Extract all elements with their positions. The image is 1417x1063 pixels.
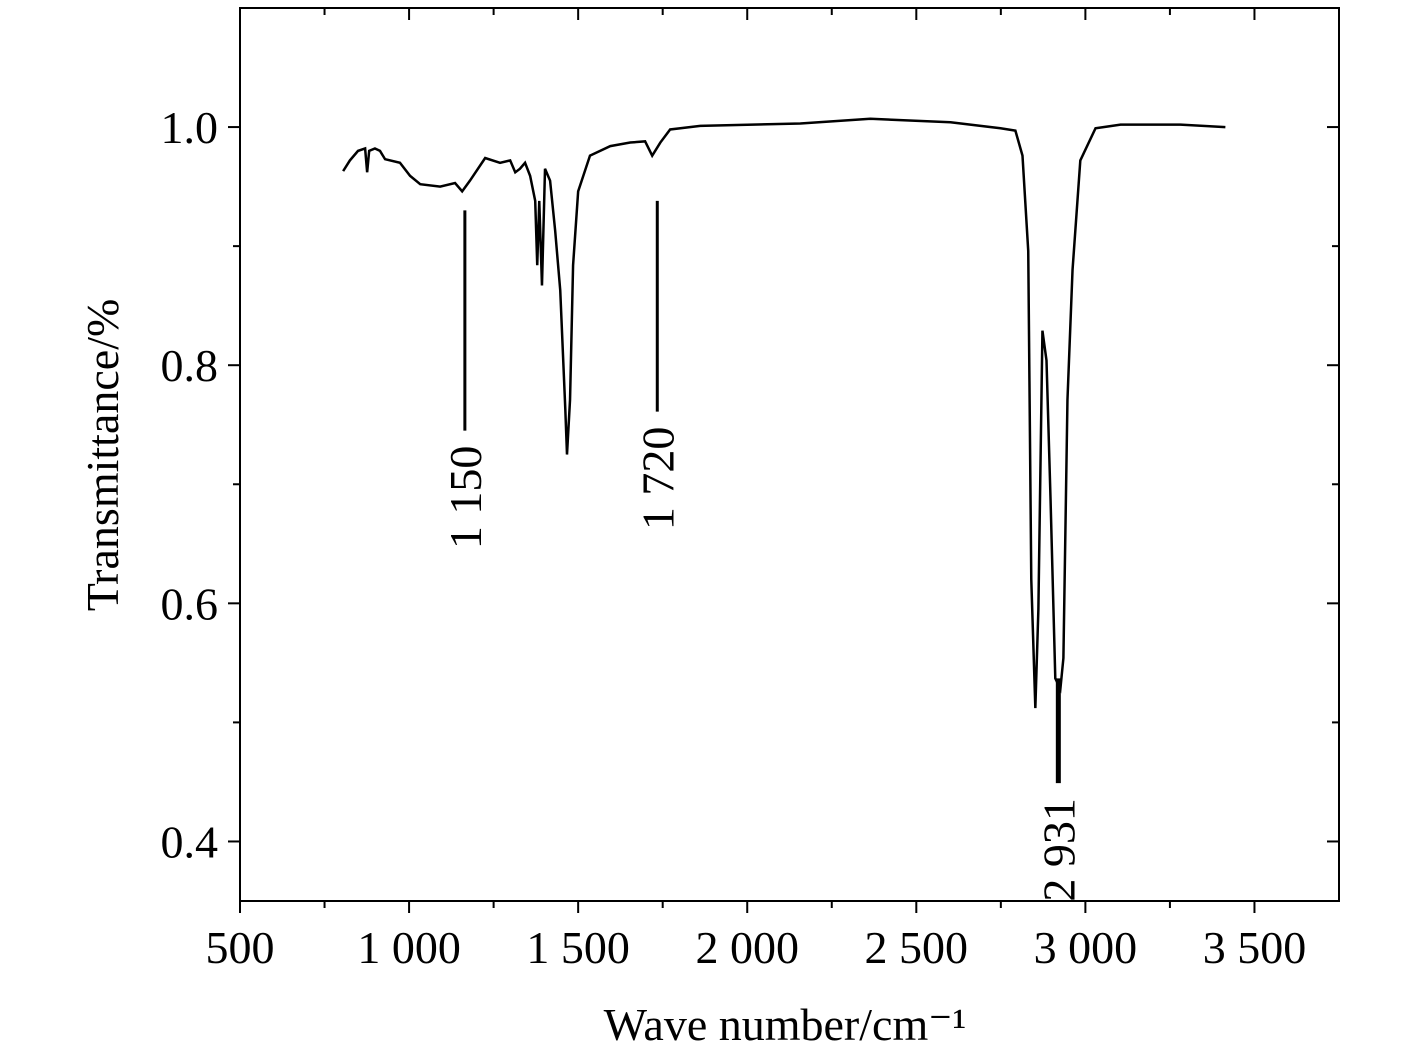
annotation-label: 2 931 — [1033, 798, 1084, 902]
annotation-label: 1 150 — [440, 446, 491, 549]
x-tick-label: 2 000 — [695, 922, 799, 973]
y-tick-label: 0.8 — [161, 340, 219, 391]
y-tick-label: 0.4 — [161, 816, 219, 867]
x-tick-label: 1 000 — [357, 922, 461, 973]
y-tick-label: 1.0 — [161, 102, 219, 153]
x-tick-label: 2 500 — [865, 922, 969, 973]
x-tick-label: 3 500 — [1203, 922, 1307, 973]
x-tick-label: 1 500 — [526, 922, 630, 973]
y-tick-label: 0.6 — [161, 578, 219, 629]
x-axis-label: Wave number/cm⁻¹ — [604, 999, 967, 1050]
y-axis-label: Transmittance/% — [77, 299, 128, 612]
annotation-label: 1 720 — [632, 427, 683, 531]
x-tick-label: 3 000 — [1034, 922, 1138, 973]
x-tick-label: 500 — [206, 922, 275, 973]
spectrum-line — [342, 117, 1226, 709]
plot-frame — [239, 7, 1340, 902]
